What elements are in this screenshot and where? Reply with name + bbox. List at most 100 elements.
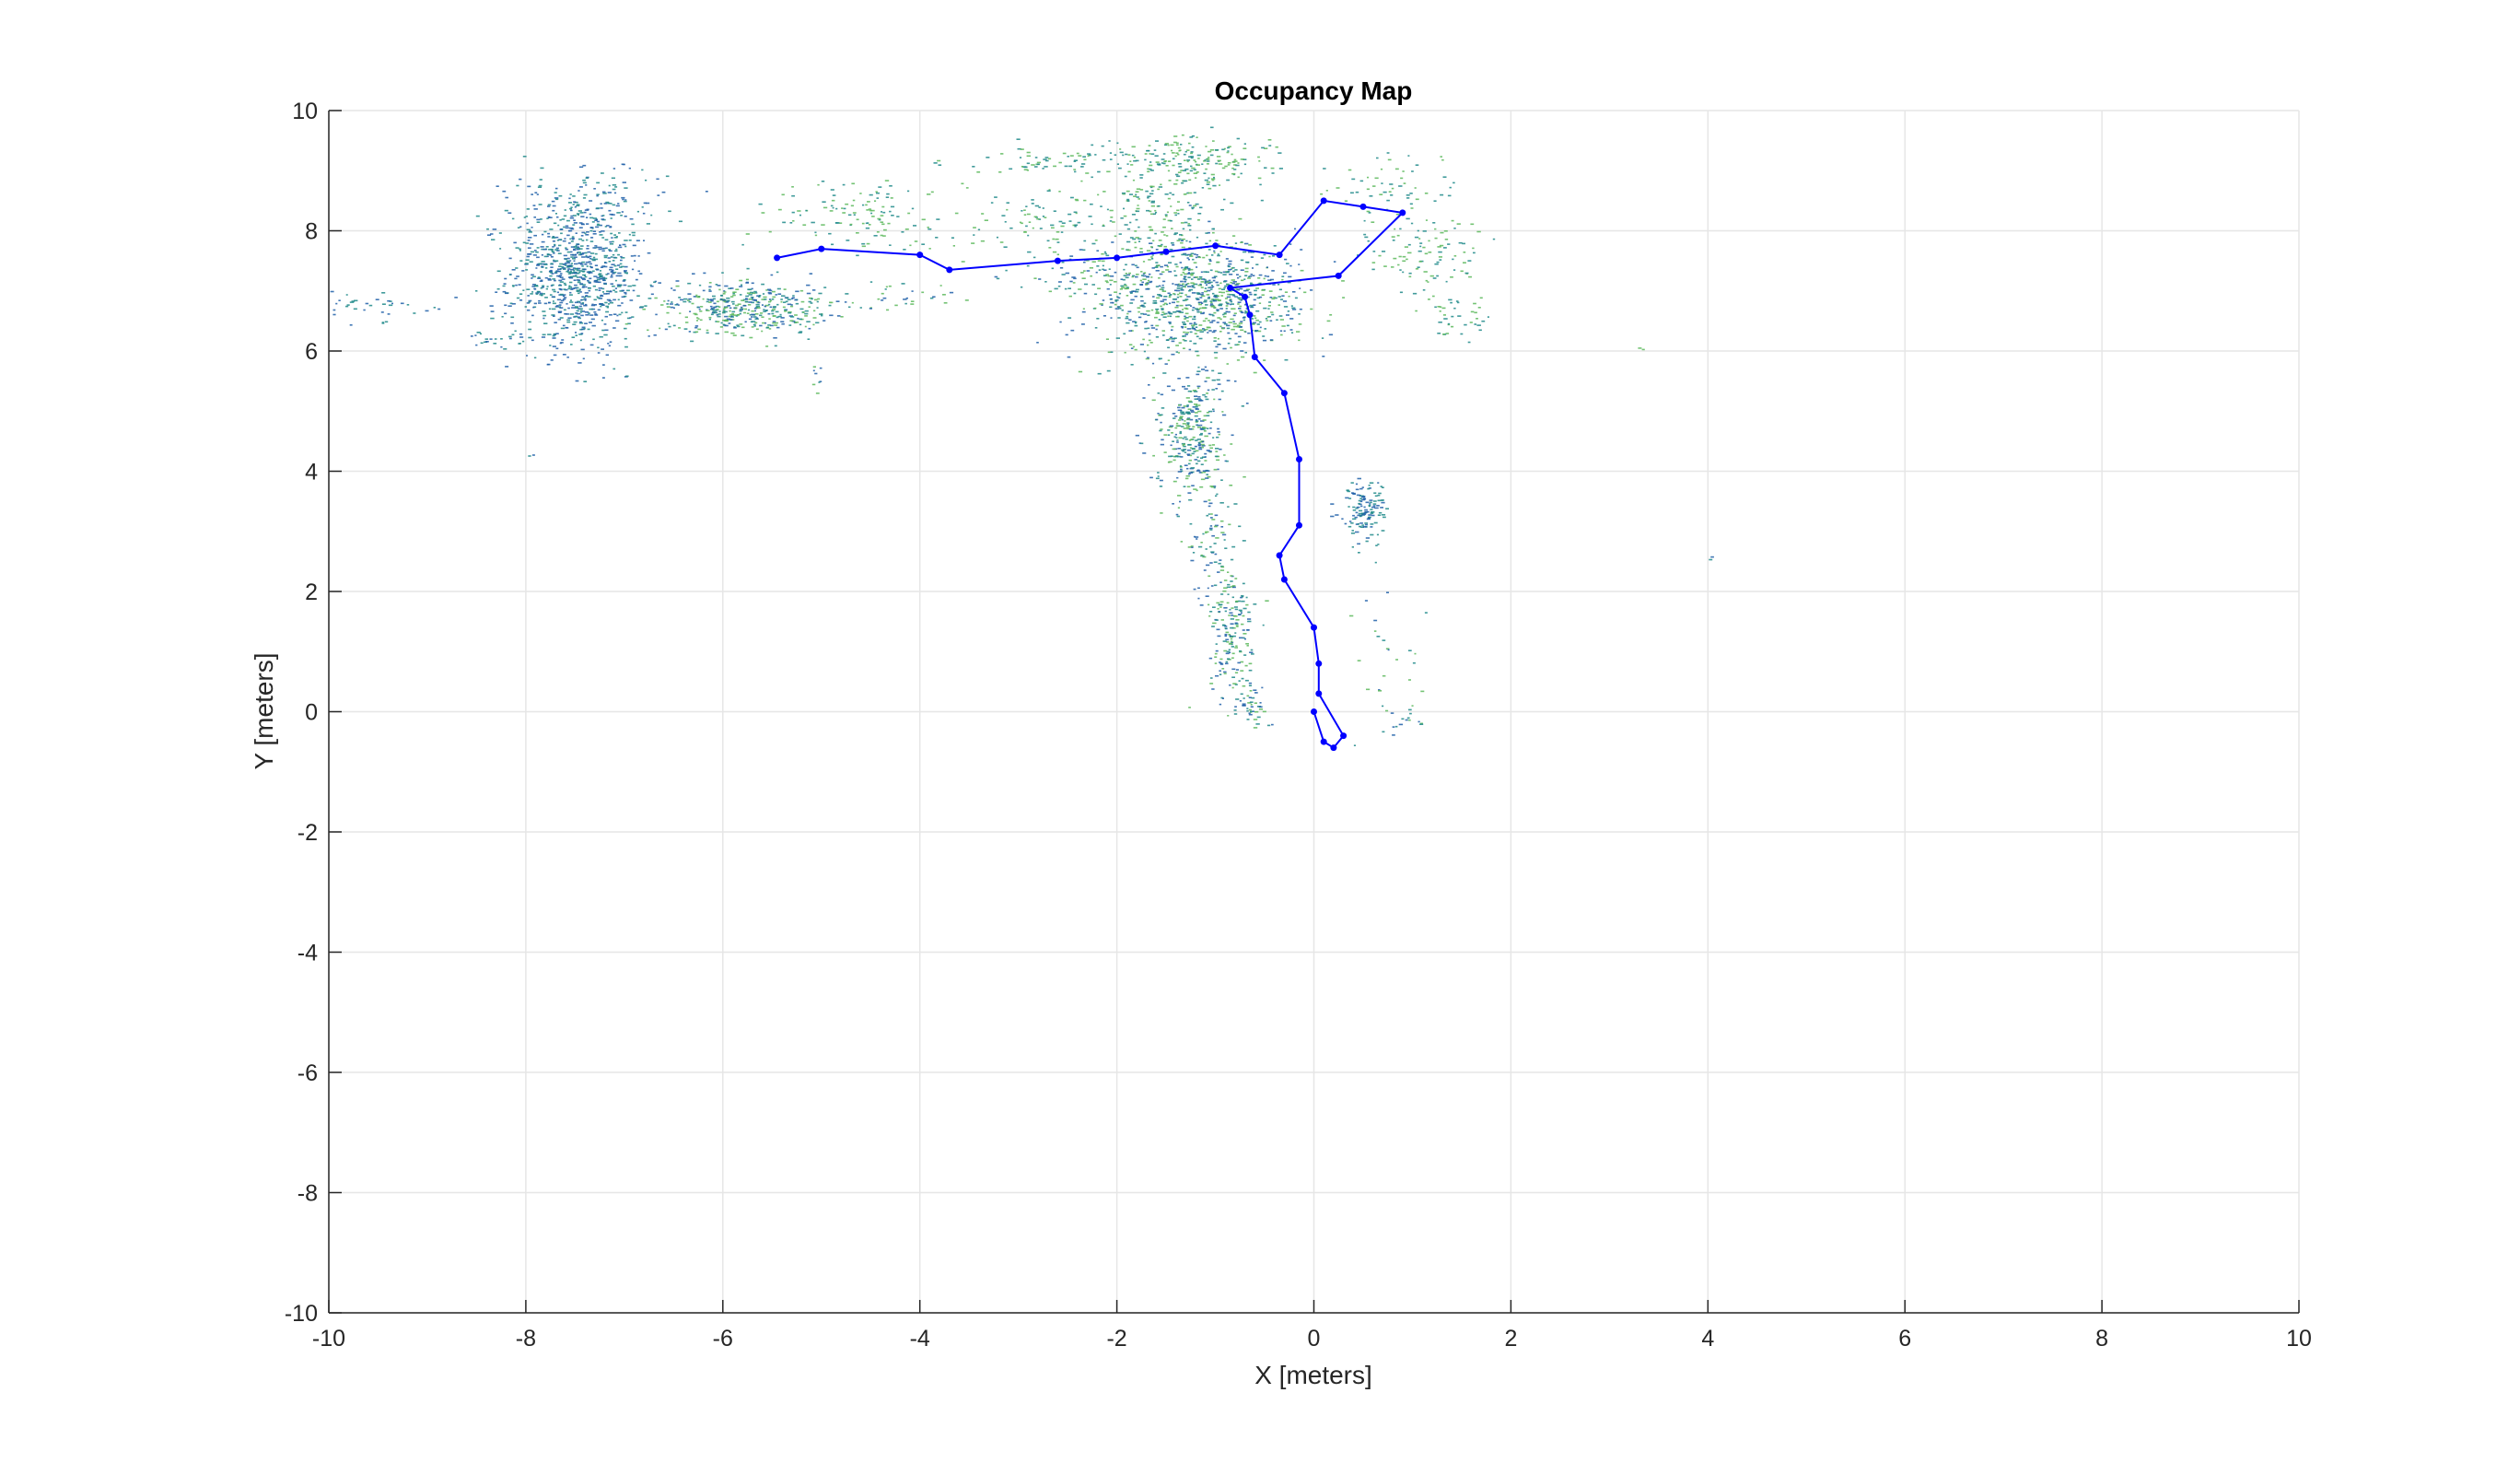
occupancy-point [1184,294,1187,296]
occupancy-point [822,320,826,322]
occupancy-point [1091,242,1096,245]
occupancy-point [1222,313,1225,316]
occupancy-point [611,263,615,265]
occupancy-point [1197,460,1201,462]
occupancy-point [1195,421,1198,423]
occupancy-point [1056,231,1060,233]
occupancy-point [753,325,756,327]
occupancy-point [1200,420,1205,422]
occupancy-point [596,269,600,271]
occupancy-point [1172,244,1175,246]
occupancy-point [1239,310,1242,312]
occupancy-point [532,254,537,256]
occupancy-point [1065,334,1068,336]
occupancy-point [654,297,658,299]
occupancy-point [1210,513,1213,515]
x-tick-label: -2 [1106,1326,1126,1352]
occupancy-point [1222,625,1227,626]
occupancy-point [1133,159,1138,162]
occupancy-point [1211,331,1216,334]
occupancy-point [1160,512,1163,514]
occupancy-point [1177,452,1181,455]
occupancy-point [1394,228,1396,230]
occupancy-point [750,296,754,298]
occupancy-point [1171,338,1175,340]
occupancy-point [1255,319,1259,322]
occupancy-point [772,321,776,322]
occupancy-point [1200,472,1204,474]
occupancy-point [1210,301,1213,304]
occupancy-point [749,314,752,316]
occupancy-point [859,193,862,194]
occupancy-point [666,303,669,305]
occupancy-point [601,304,605,306]
occupancy-point [1165,339,1170,341]
occupancy-point [384,321,389,323]
occupancy-point [1204,456,1207,458]
occupancy-point [1158,240,1162,241]
occupancy-point [762,293,765,295]
occupancy-point [856,232,859,234]
occupancy-point [545,246,549,248]
occupancy-point [546,217,549,219]
occupancy-point [1474,311,1477,314]
occupancy-point [881,292,884,295]
occupancy-point [1162,226,1166,228]
occupancy-point [387,313,391,315]
occupancy-point [1224,460,1228,462]
occupancy-point [1213,543,1217,544]
y-tick-label: 2 [305,579,318,605]
occupancy-point [1361,486,1364,488]
occupancy-point [479,333,482,335]
occupancy-point [1410,207,1414,209]
occupancy-point [596,220,600,223]
occupancy-point [1009,227,1013,229]
occupancy-point [1204,380,1208,382]
occupancy-point [806,284,811,287]
occupancy-point [1359,522,1363,524]
occupancy-point [1192,436,1196,439]
occupancy-point [889,244,892,246]
occupancy-point [1148,333,1151,335]
occupancy-point [1372,503,1377,505]
occupancy-point [578,317,581,320]
occupancy-point [1214,524,1219,527]
occupancy-point [1191,146,1195,148]
occupancy-point [1197,219,1200,221]
occupancy-point [1173,436,1176,438]
x-axis-label: X [meters] [1254,1361,1372,1389]
occupancy-point [878,218,881,221]
occupancy-point [887,222,891,225]
occupancy-point [1213,311,1217,314]
occupancy-point [1216,379,1220,381]
occupancy-point [1197,366,1200,369]
occupancy-point [1176,175,1181,178]
occupancy-point [1121,192,1126,194]
occupancy-point [764,305,767,308]
occupancy-point [1138,316,1142,319]
occupancy-point [754,292,758,294]
occupancy-point [413,312,416,314]
occupancy-point [1127,154,1131,156]
occupancy-point [1117,297,1121,299]
occupancy-point [559,307,564,309]
occupancy-point [1132,345,1136,348]
occupancy-point [758,203,763,205]
occupancy-point [776,322,778,324]
occupancy-point [1225,631,1230,634]
occupancy-point [808,306,811,308]
occupancy-point [571,287,575,290]
occupancy-point [1179,285,1184,287]
occupancy-point [588,289,591,292]
occupancy-point [515,267,519,269]
occupancy-point [1188,459,1192,462]
occupancy-point [566,357,569,358]
occupancy-point [1125,276,1129,279]
occupancy-point [1247,332,1251,334]
occupancy-point [1352,506,1356,509]
x-axis-ticks: -10 -8 -6 -4 -2 0 2 4 6 8 10 [312,1300,2312,1352]
occupancy-point [579,212,584,214]
occupancy-point [1352,493,1356,495]
occupancy-point [578,271,581,274]
occupancy-point [589,252,595,254]
